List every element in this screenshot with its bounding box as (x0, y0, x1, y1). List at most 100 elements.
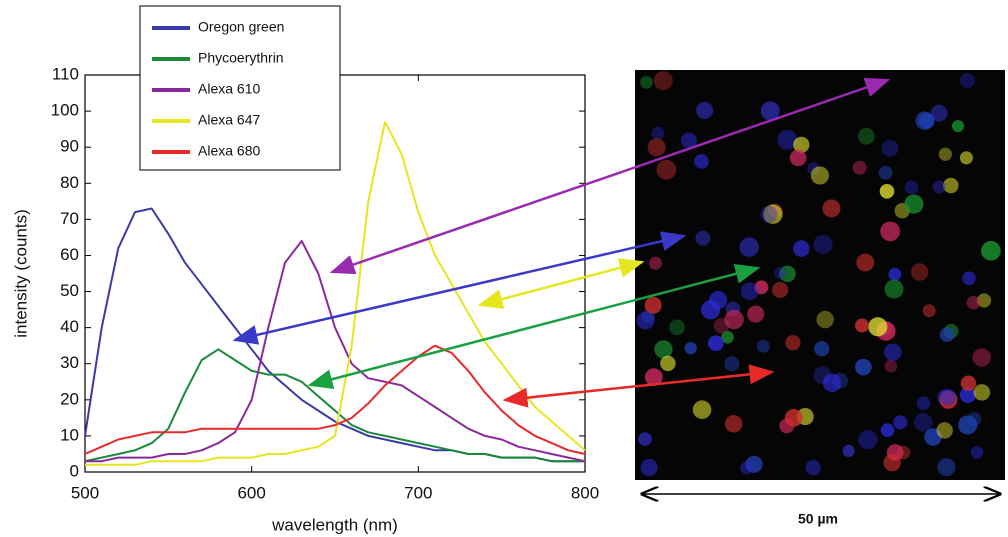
y-tick-label: 90 (60, 137, 79, 156)
bead (976, 293, 992, 308)
bead (966, 295, 981, 310)
series-line (85, 240, 586, 463)
bead (692, 400, 712, 419)
bead (883, 453, 901, 472)
bead (973, 384, 991, 401)
bead (939, 388, 957, 406)
bead (868, 317, 888, 337)
bead (647, 138, 666, 157)
bead (740, 461, 754, 475)
bead (660, 355, 676, 372)
bead (822, 199, 841, 218)
legend-label: Alexa 610 (198, 81, 260, 97)
bead (943, 177, 959, 194)
bead (805, 459, 821, 476)
bead (958, 415, 978, 435)
series-line (84, 207, 585, 463)
bead (740, 282, 759, 301)
bead (813, 234, 833, 254)
bead (970, 446, 984, 459)
bead (724, 356, 740, 372)
bead (810, 166, 829, 185)
bead (772, 281, 789, 298)
bead (938, 147, 952, 161)
x-axis-label: wavelength (nm) (271, 515, 398, 534)
y-tick-label: 110 (52, 64, 79, 83)
bead (904, 194, 924, 214)
bead (910, 263, 929, 281)
bead (651, 126, 665, 140)
y-tick-label: 30 (60, 353, 79, 372)
bead (939, 327, 955, 342)
bead (707, 335, 724, 352)
bead (669, 319, 685, 336)
bead (644, 296, 662, 314)
arrow (307, 264, 761, 389)
bead (937, 458, 956, 477)
bead (842, 444, 855, 458)
y-tick-label: 40 (60, 317, 79, 336)
bead (739, 237, 759, 257)
bead (972, 348, 991, 367)
arrow (477, 258, 645, 309)
bead (855, 318, 869, 333)
bead (653, 71, 673, 91)
scale-label: 50 µm (798, 511, 838, 527)
bead (760, 205, 778, 223)
x-tick-label: 700 (404, 483, 432, 502)
bead (785, 335, 801, 351)
arrow (502, 364, 775, 408)
bead (852, 160, 867, 175)
bead (880, 221, 900, 242)
series-line (85, 120, 586, 466)
legend-label: Alexa 680 (198, 143, 260, 159)
bead (879, 184, 895, 199)
bead (916, 396, 931, 411)
bead (881, 139, 899, 157)
bead (695, 230, 711, 246)
bead (684, 342, 697, 355)
bead (888, 267, 902, 281)
y-tick-label: 70 (60, 209, 79, 228)
bead (747, 305, 765, 323)
bead (694, 154, 709, 169)
bead (774, 266, 787, 280)
bead (857, 127, 875, 145)
bead (922, 304, 936, 318)
bead (936, 422, 953, 439)
bead (932, 180, 946, 194)
bead (981, 241, 1001, 261)
x-tick-label: 800 (571, 483, 599, 502)
bead (913, 412, 933, 432)
plot: 0 10 20 30 40 50 60 70 80 90 100 110 500 600 700 800 wav… (11, 5, 599, 534)
bead (959, 72, 975, 89)
bead (656, 159, 677, 180)
bead (648, 256, 662, 270)
bead (904, 180, 919, 195)
bead (789, 149, 807, 167)
bead (654, 340, 673, 359)
y-tick-label: 50 (60, 281, 79, 300)
bead (959, 151, 973, 165)
series-line (84, 344, 586, 455)
bead (967, 412, 982, 427)
x-tick-label: 600 (237, 483, 265, 502)
arrow (232, 231, 687, 345)
bead (816, 310, 834, 329)
y-tick-label: 60 (60, 245, 79, 264)
bead (930, 104, 948, 122)
bead (959, 386, 976, 403)
bead (858, 430, 878, 450)
bead (880, 423, 895, 438)
legend-label: Alexa 647 (198, 112, 260, 128)
arrows (232, 77, 891, 408)
bead (878, 165, 893, 180)
bead (701, 300, 721, 320)
bead (962, 271, 976, 286)
bead (814, 341, 830, 357)
y-tick-label: 0 (70, 461, 79, 480)
bead (640, 76, 653, 89)
y-tick-label: 100 (51, 101, 79, 120)
x-tick-label: 500 (71, 483, 99, 502)
